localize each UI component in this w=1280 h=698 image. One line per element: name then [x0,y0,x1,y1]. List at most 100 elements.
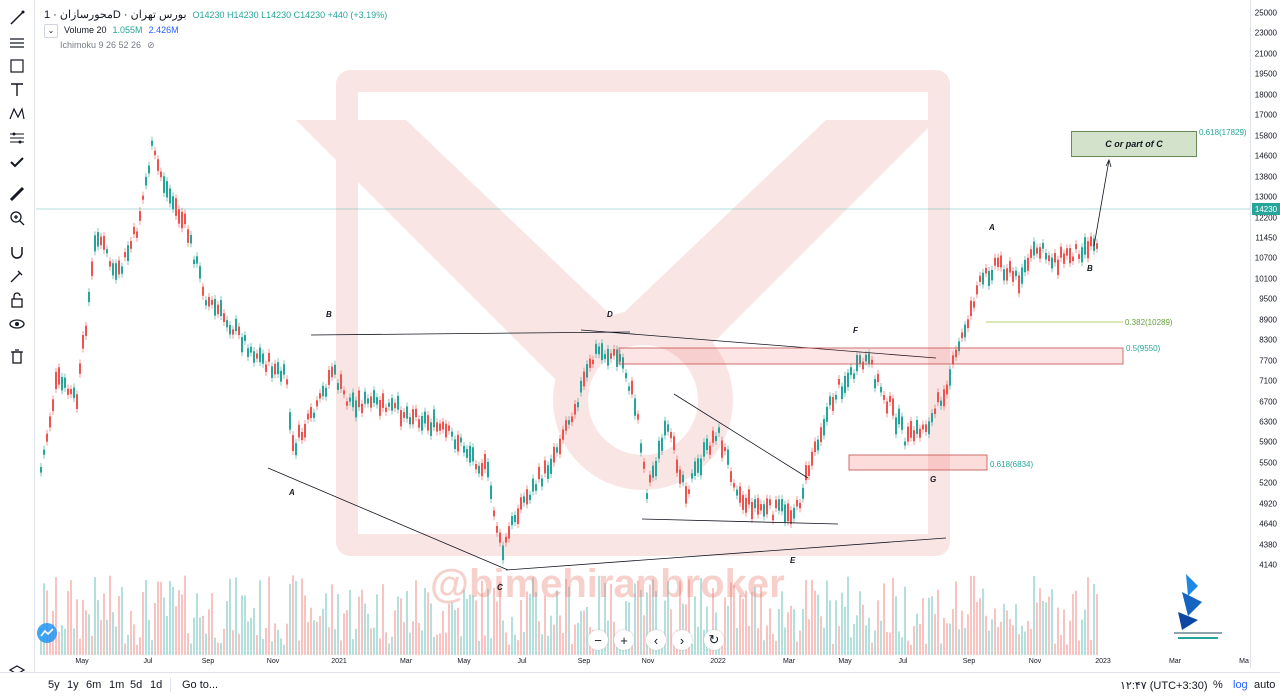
candle-body [247,348,249,357]
volume-bar [481,580,483,655]
price-tick: 10700 [1254,253,1277,263]
candle-body [853,373,855,379]
collapse-icon[interactable]: ⌄ [44,23,58,38]
chart-pane[interactable] [36,0,1250,668]
zoom-in-icon[interactable]: + [614,630,634,650]
volume-bar [355,628,357,655]
lock-icon[interactable] [7,290,27,310]
candle-body [613,348,615,356]
range-5y-button[interactable]: 5y [48,679,60,691]
candle-body [208,296,210,307]
volume-bar [1087,577,1089,655]
volume-bar [445,632,447,655]
candle-body [904,441,906,446]
candle-body [334,364,336,375]
candle-body [91,261,93,276]
zoom-icon[interactable] [7,208,27,228]
candle-body [790,510,792,525]
timezone-button[interactable]: ۱۲:۴۷ (UTC+3:30) [1120,680,1208,692]
volume-bar [208,609,210,655]
volume-bar [73,628,75,655]
candle-body [685,486,687,504]
trash-icon[interactable] [7,346,27,366]
lock-drawing-icon[interactable] [7,266,27,286]
rectangle-icon[interactable] [7,56,27,76]
target-box[interactable]: C or part of C [1071,131,1197,157]
candle-body [556,447,558,453]
volume-bar [256,635,258,655]
range-6m-button[interactable]: 6m [86,679,102,691]
candle-body [823,419,825,436]
candle-body [583,371,585,387]
volume-bar [556,590,558,655]
volume-bar [154,602,156,655]
candle-body [850,367,852,375]
forecast-icon[interactable] [7,128,27,148]
range-1m-button[interactable]: 1m [109,679,125,691]
check-icon[interactable] [7,152,27,172]
zoom-out-icon[interactable]: − [588,630,608,650]
symbol-title[interactable]: محورسازان · 1D · بورس تهران [44,9,187,21]
range-1y-button[interactable]: 1y [67,679,79,691]
volume-bar [859,591,861,655]
reset-icon[interactable]: ↻ [704,630,724,650]
pattern-icon[interactable] [7,104,27,124]
text-icon[interactable] [7,80,27,100]
tradingview-logo-icon[interactable] [36,622,64,644]
candle-body [481,462,483,477]
volume-bar [310,607,312,655]
crosshair-icon[interactable] [7,8,27,28]
volume-bar [58,631,60,655]
candle-body [1096,243,1098,249]
goto-button[interactable]: Go to... [182,679,219,691]
volume-bar [349,589,351,655]
scroll-left-icon[interactable]: ‹ [646,630,666,650]
volume-bar [682,603,684,655]
volume-bar [967,614,969,655]
current-price-tag: 14230 [1252,203,1280,215]
price-axis[interactable]: 25000 23000 21000 19500 18000 17000 15800 14600… [1250,0,1280,668]
trend-line-icon[interactable] [7,32,27,52]
candle-body [676,459,678,473]
candle-body [949,369,951,386]
range-1d-button[interactable]: 1d [150,679,163,691]
volume-indicator-name[interactable]: Volume 20 [64,25,107,35]
volume-bar [724,597,726,655]
candle-body [469,445,471,463]
divider [170,678,171,692]
range-5d-button[interactable]: 5d [130,679,143,691]
candle-body [985,267,987,274]
magnet-icon[interactable] [7,242,27,262]
auto-toggle[interactable]: auto [1254,679,1276,691]
ichimoku-indicator-name[interactable]: Ichimoku 9 26 52 26 [60,40,142,50]
candle-body [400,410,402,427]
candle-body [385,407,387,412]
volume-bar [172,586,174,655]
candle-body [226,320,228,328]
hidden-eye-icon[interactable]: ⊘ [147,40,155,50]
percent-toggle[interactable]: % [1213,679,1223,691]
volume-bar [922,598,924,655]
volume-bar [841,592,843,655]
candle-body [895,417,897,435]
volume-bar [604,583,606,655]
scroll-right-icon[interactable]: › [672,630,692,650]
candle-body [592,359,594,365]
candle-body [331,366,333,378]
candle-body [682,474,684,483]
volume-bar [820,616,822,655]
volume-bar [745,590,747,655]
candle-body [820,427,822,443]
candle-body [343,390,345,395]
volume-bar [163,597,165,655]
volume-bar [454,609,456,655]
ruler-icon[interactable] [7,184,27,204]
candle-body [553,446,555,463]
candle-body [298,424,300,438]
log-toggle[interactable]: log [1233,679,1248,691]
volume-bar [277,629,279,655]
time-axis[interactable]: May Jul Sep Nov 2021 Mar May Jul Sep Nov 2022 Mar Ma… [36,656,1250,668]
eye-icon[interactable] [7,314,27,334]
candle-body [1006,268,1008,281]
volume-bar [427,592,429,655]
